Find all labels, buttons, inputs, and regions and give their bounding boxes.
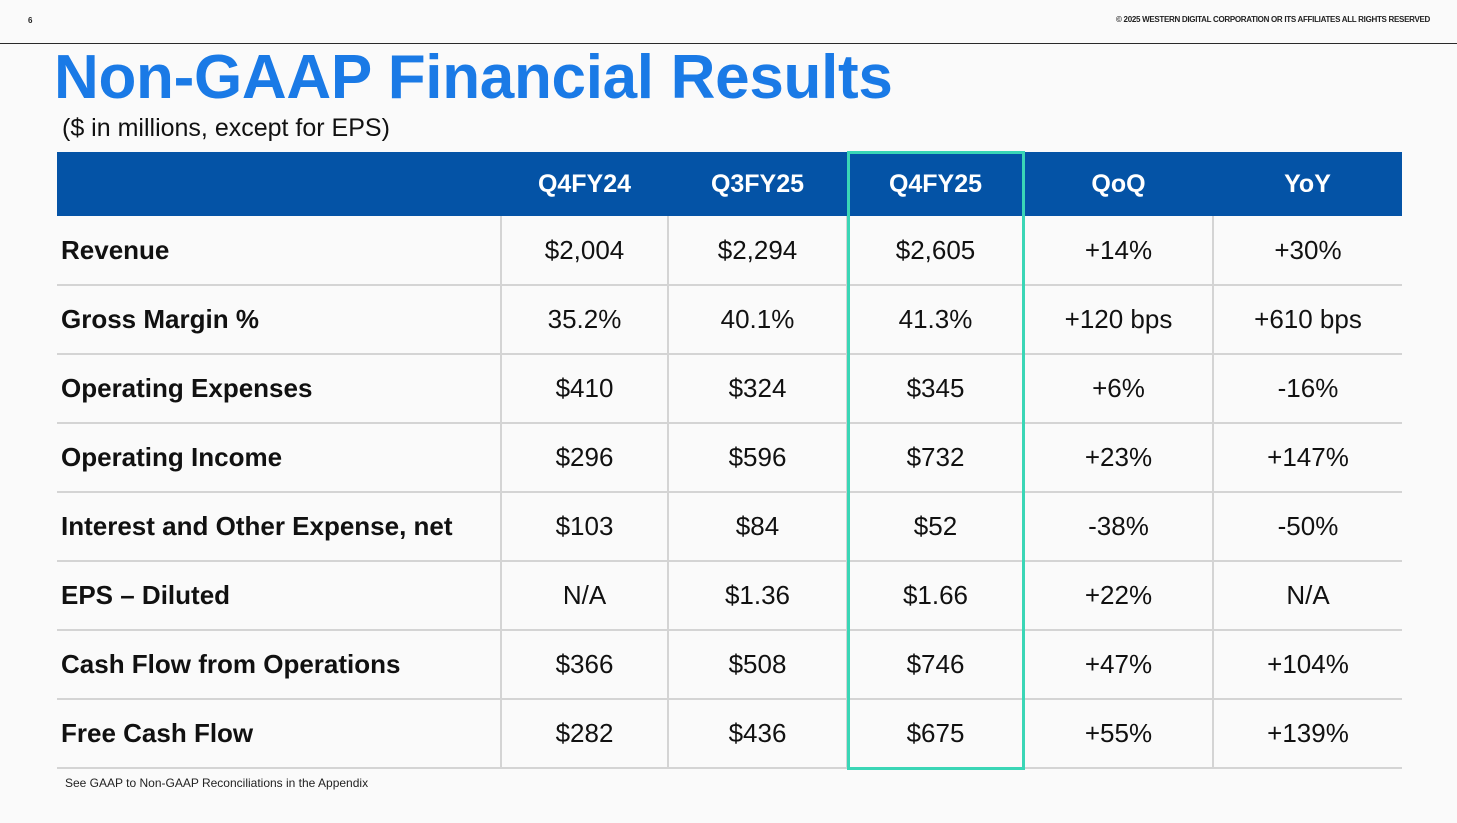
row-label: Operating Income <box>57 423 501 493</box>
cell-q4fy25: $732 <box>846 423 1024 493</box>
table-row-interest-other-expense: Interest and Other Expense, net $103 $84… <box>57 492 1402 562</box>
cell-q4fy24: $103 <box>500 492 668 562</box>
cell-q4fy24: $366 <box>500 630 668 700</box>
row-label: Revenue <box>57 216 501 286</box>
cell-q3fy25: $84 <box>667 492 847 562</box>
financial-results-table: Q4FY24 Q3FY25 Q4FY25 QoQ YoY Revenue $2,… <box>57 152 1402 769</box>
cell-q4fy25: $1.66 <box>846 561 1024 631</box>
cell-yoy: +104% <box>1212 630 1402 700</box>
cell-q3fy25: $596 <box>667 423 847 493</box>
cell-yoy: -50% <box>1212 492 1402 562</box>
cell-q3fy25: 40.1% <box>667 285 847 355</box>
table-row-gross-margin: Gross Margin % 35.2% 40.1% 41.3% +120 bp… <box>57 285 1402 355</box>
table-header-row: Q4FY24 Q3FY25 Q4FY25 QoQ YoY <box>57 152 1402 216</box>
column-header-q4fy24: Q4FY24 <box>537 169 632 198</box>
cell-q4fy24: 35.2% <box>500 285 668 355</box>
header-divider <box>0 43 1457 44</box>
cell-qoq: +120 bps <box>1023 285 1213 355</box>
cell-yoy: +147% <box>1212 423 1402 493</box>
cell-q4fy24: $2,004 <box>500 216 668 286</box>
page-subtitle: ($ in millions, except for EPS) <box>62 114 390 142</box>
table-row-revenue: Revenue $2,004 $2,294 $2,605 +14% +30% <box>57 216 1402 286</box>
cell-q4fy24: $410 <box>500 354 668 424</box>
cell-qoq: +47% <box>1023 630 1213 700</box>
cell-qoq: +14% <box>1023 216 1213 286</box>
cell-q4fy25: 41.3% <box>846 285 1024 355</box>
footnote: See GAAP to Non-GAAP Reconciliations in … <box>65 776 369 790</box>
row-label: EPS – Diluted <box>57 561 501 631</box>
cell-yoy: +139% <box>1212 699 1402 769</box>
cell-qoq: +22% <box>1023 561 1213 631</box>
cell-q3fy25: $324 <box>667 354 847 424</box>
column-header-q4fy25: Q4FY25 <box>888 169 983 198</box>
cell-q4fy25: $52 <box>846 492 1024 562</box>
cell-qoq: +55% <box>1023 699 1213 769</box>
table-row-eps-diluted: EPS – Diluted N/A $1.36 $1.66 +22% N/A <box>57 561 1402 631</box>
row-label: Operating Expenses <box>57 354 501 424</box>
row-label: Interest and Other Expense, net <box>57 492 501 562</box>
column-header-qoq: QoQ <box>1091 169 1146 198</box>
cell-yoy: -16% <box>1212 354 1402 424</box>
cell-q4fy25: $746 <box>846 630 1024 700</box>
table-row-operating-income: Operating Income $296 $596 $732 +23% +14… <box>57 423 1402 493</box>
column-header-yoy: YoY <box>1284 169 1331 198</box>
table-row-operating-expenses: Operating Expenses $410 $324 $345 +6% -1… <box>57 354 1402 424</box>
copyright-notice: © 2025 WESTERN DIGITAL CORPORATION OR IT… <box>1116 15 1430 24</box>
cell-q4fy25: $345 <box>846 354 1024 424</box>
cell-q4fy25: $675 <box>846 699 1024 769</box>
cell-q4fy24: $296 <box>500 423 668 493</box>
cell-q3fy25: $2,294 <box>667 216 847 286</box>
cell-q3fy25: $508 <box>667 630 847 700</box>
cell-q3fy25: $1.36 <box>667 561 847 631</box>
page-title: Non-GAAP Financial Results <box>54 43 893 112</box>
row-label: Gross Margin % <box>57 285 501 355</box>
page-number: 6 <box>28 16 33 25</box>
cell-q4fy24: $282 <box>500 699 668 769</box>
cell-qoq: +23% <box>1023 423 1213 493</box>
cell-q4fy25: $2,605 <box>846 216 1024 286</box>
cell-yoy: N/A <box>1212 561 1402 631</box>
cell-qoq: +6% <box>1023 354 1213 424</box>
column-header-metric <box>57 152 501 216</box>
cell-q3fy25: $436 <box>667 699 847 769</box>
table-row-cash-flow-operations: Cash Flow from Operations $366 $508 $746… <box>57 630 1402 700</box>
cell-yoy: +610 bps <box>1212 285 1402 355</box>
cell-yoy: +30% <box>1212 216 1402 286</box>
column-header-q3fy25: Q3FY25 <box>710 169 805 198</box>
table-row-free-cash-flow: Free Cash Flow $282 $436 $675 +55% +139% <box>57 699 1402 769</box>
row-label: Free Cash Flow <box>57 699 501 769</box>
row-label: Cash Flow from Operations <box>57 630 501 700</box>
cell-qoq: -38% <box>1023 492 1213 562</box>
cell-q4fy24: N/A <box>500 561 668 631</box>
